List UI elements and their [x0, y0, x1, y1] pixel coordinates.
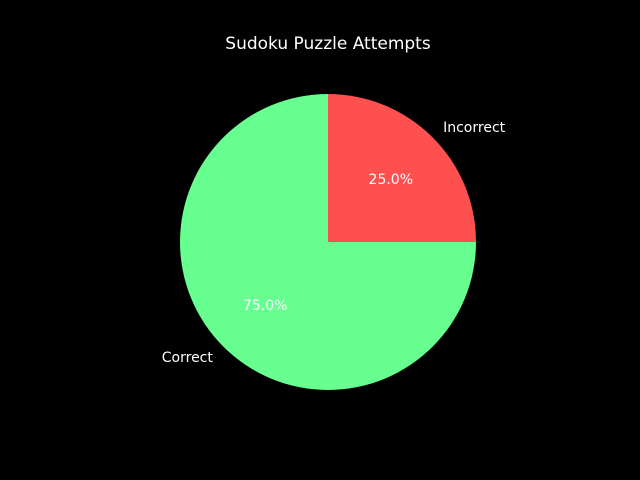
- slice-label-incorrect: Incorrect: [443, 120, 506, 136]
- labels-group: Incorrect 25.0% Correct 75.0%: [162, 120, 506, 366]
- chart-title: Sudoku Puzzle Attempts: [225, 34, 431, 54]
- pie-slice-incorrect: [328, 94, 476, 242]
- slice-label-correct: Correct: [162, 350, 214, 366]
- pie-slice-correct: [180, 94, 476, 390]
- slice-percent-incorrect: 25.0%: [369, 172, 413, 188]
- slices-group: [180, 94, 476, 390]
- slice-percent-correct: 75.0%: [243, 298, 287, 314]
